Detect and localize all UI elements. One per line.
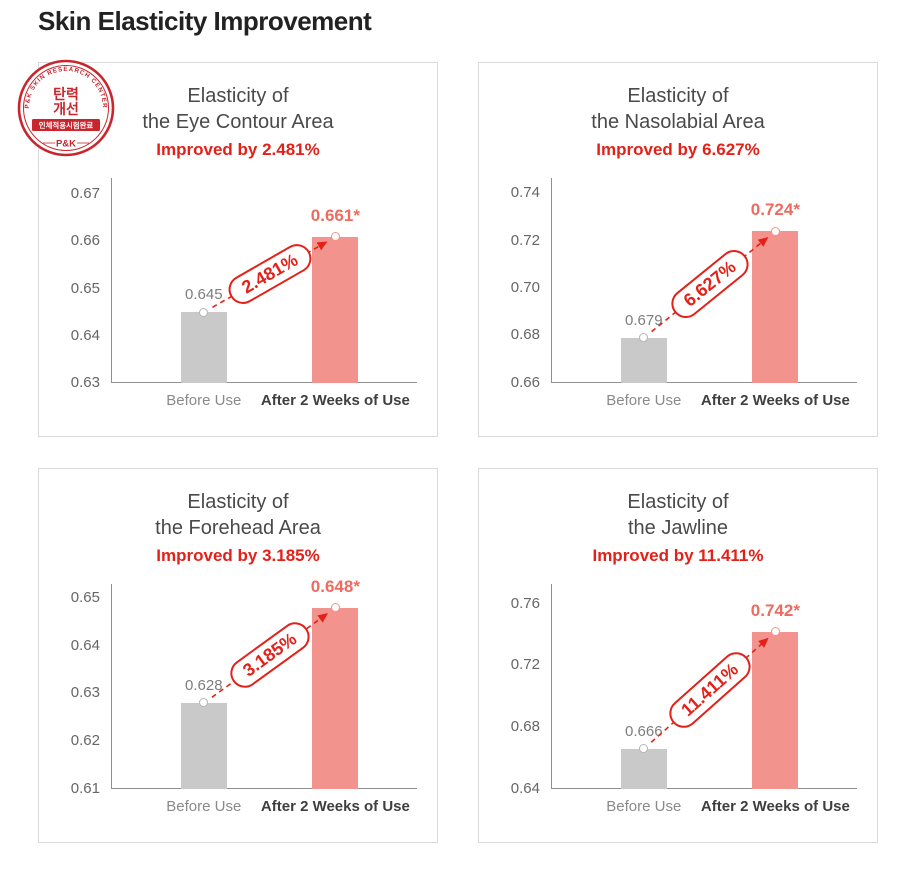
chart-title-line1: Elasticity of — [187, 85, 289, 107]
bar-top-marker — [770, 226, 780, 236]
y-tick-label: 0.61 — [70, 779, 100, 797]
plot-area: 0.61 0.62 0.63 0.64 0.65 0.628 Before Use 0.648… — [71, 577, 417, 815]
chart-title: Elasticity of the Jawline — [479, 489, 877, 542]
plot-area: 0.66 0.68 0.70 0.72 0.74 0.679 Before Use 0.724… — [511, 177, 857, 409]
bar-top-marker — [770, 627, 780, 637]
bar-before — [620, 748, 667, 789]
y-tick-label: 0.63 — [70, 373, 100, 391]
y-tick-label: 0.65 — [70, 279, 100, 297]
chart-title-line1: Elasticity of — [187, 491, 289, 513]
y-tick-label: 0.68 — [510, 326, 540, 344]
page-title: Skin Elasticity Improvement — [38, 6, 372, 36]
chart-title-line2: the Forehead Area — [155, 517, 321, 540]
value-label-before: 0.666 — [625, 722, 663, 740]
bar-top-marker — [639, 744, 649, 754]
value-label-after: 0.661* — [310, 205, 360, 225]
seal-graphic: P&K SKIN RESEARCH CENTER 탄력 개선 인체적용시험완료 … — [17, 59, 115, 157]
y-tick-label: 0.66 — [70, 232, 100, 250]
y-tick-label: 0.76 — [510, 594, 540, 612]
bar-top-marker — [639, 333, 649, 343]
bar-after — [312, 236, 359, 383]
y-tick-label: 0.74 — [510, 184, 540, 202]
seal-inner-ring — [23, 65, 109, 151]
bar-before — [620, 337, 667, 383]
y-tick-label: 0.64 — [70, 636, 100, 654]
y-tick-label: 0.67 — [70, 185, 100, 203]
x-label-before: Before Use — [166, 797, 242, 815]
y-tick-label: 0.72 — [510, 231, 540, 249]
plot-area: 0.64 0.68 0.72 0.76 0.666 Before Use 0.742* Aft… — [511, 583, 857, 815]
x-label-after: After 2 Weeks of Use — [700, 391, 850, 409]
chart-title: Elasticity of the Nasolabial Area — [479, 83, 877, 136]
bar-top-marker — [199, 698, 209, 708]
seal-outer-ring — [17, 59, 115, 157]
seal-banner — [32, 119, 100, 131]
y-tick-label: 0.65 — [70, 589, 100, 607]
chart-title-line2: the Nasolabial Area — [591, 111, 765, 134]
x-label-after: After 2 Weeks of Use — [260, 391, 410, 409]
arrowhead — [757, 236, 769, 247]
bar-after — [752, 231, 799, 383]
chart-title-line2: the Jawline — [627, 517, 729, 540]
seal-banner-text: 인체적용시험완료 — [39, 121, 94, 130]
y-tick-label: 0.66 — [510, 373, 540, 391]
y-tick-label: 0.70 — [510, 278, 540, 296]
charts-grid: Elasticity of the Eye Contour Area Impro… — [38, 62, 878, 843]
chart-panel: Elasticity of the Forehead Area Improved… — [38, 468, 438, 843]
y-tick-label: 0.63 — [70, 684, 100, 702]
y-tick-label: 0.64 — [70, 326, 100, 344]
certification-seal: P&K SKIN RESEARCH CENTER 탄력 개선 인체적용시험완료 … — [15, 56, 117, 164]
x-label-after: After 2 Weeks of Use — [260, 797, 410, 815]
bar-before — [180, 312, 227, 383]
y-tick-label: 0.72 — [510, 656, 540, 674]
chart-subtitle: Improved by 2.481% — [156, 139, 320, 159]
value-label-before: 0.645 — [185, 286, 223, 304]
x-label-after: After 2 Weeks of Use — [700, 797, 850, 815]
y-tick-label: 0.64 — [510, 779, 540, 797]
chart-title: Elasticity of the Eye Contour Area — [39, 83, 437, 136]
x-label-before: Before Use — [166, 391, 242, 409]
chart-subtitle: Improved by 11.411% — [592, 545, 764, 565]
chart-subtitle: Improved by 3.185% — [156, 545, 320, 565]
value-label-after: 0.742* — [750, 600, 800, 620]
value-label-before: 0.628 — [185, 676, 223, 694]
bar-after — [312, 607, 359, 789]
bar-top-marker — [199, 307, 209, 317]
arrowhead — [758, 637, 769, 648]
bar-top-marker — [330, 603, 340, 613]
chart-title-line1: Elasticity of — [627, 491, 729, 513]
chart-title-line1: Elasticity of — [627, 85, 729, 107]
y-tick-label: 0.68 — [510, 718, 540, 736]
chart-subtitle: Improved by 6.627% — [596, 139, 760, 159]
seal-center-line1: 탄력 — [53, 86, 79, 102]
arrowhead — [316, 241, 328, 251]
chart-title: Elasticity of the Forehead Area — [39, 489, 437, 542]
value-label-after: 0.648* — [310, 576, 360, 596]
chart-title-line2: the Eye Contour Area — [142, 111, 334, 134]
chart-panel: Elasticity of the Nasolabial Area Improv… — [478, 62, 878, 437]
value-label-before: 0.679 — [625, 311, 663, 329]
bar-before — [180, 702, 227, 789]
arrowhead — [317, 612, 329, 623]
seal-logo-text: P&K — [56, 139, 76, 150]
x-label-before: Before Use — [606, 797, 682, 815]
x-label-before: Before Use — [606, 391, 682, 409]
y-tick-label: 0.62 — [70, 732, 100, 750]
bar-after — [752, 631, 799, 789]
bar-top-marker — [330, 232, 340, 242]
chart-panel: Elasticity of the Jawline Improved by 11… — [478, 468, 878, 843]
seal-center-line2: 개선 — [53, 101, 79, 117]
trend-arrow — [211, 612, 329, 698]
value-label-after: 0.724* — [750, 200, 800, 220]
plot-area: 0.63 0.64 0.65 0.66 0.67 0.645 Before Use 0.661… — [71, 177, 417, 409]
